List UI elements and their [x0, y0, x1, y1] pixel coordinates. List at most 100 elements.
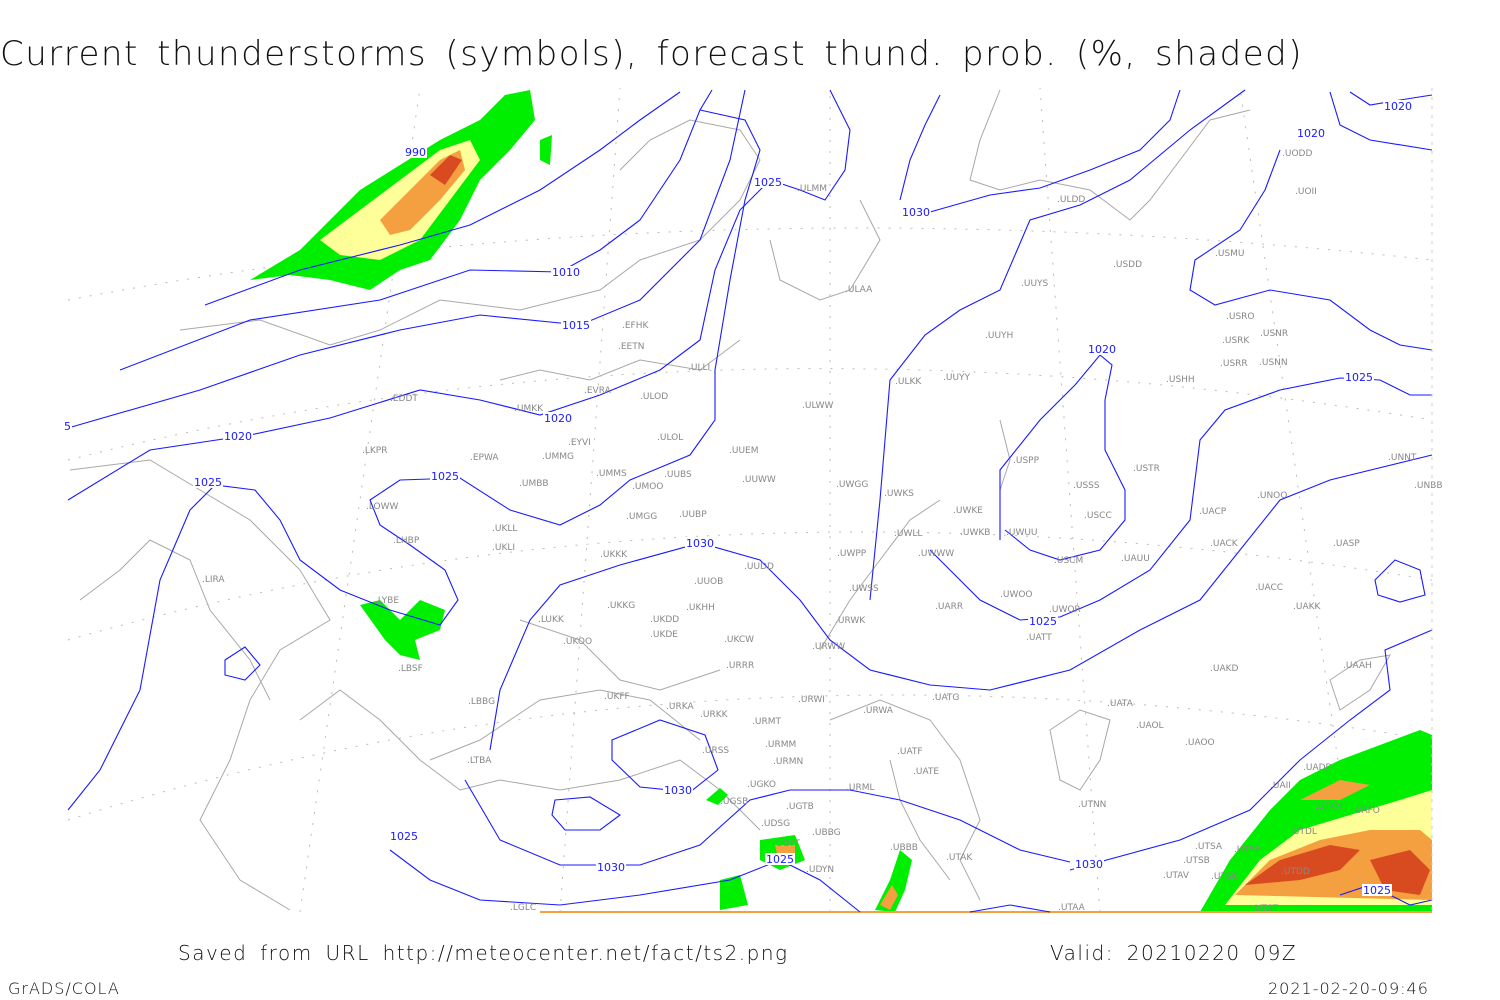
station-label: .EYVI: [568, 438, 591, 448]
station-label: .UGTT: [773, 839, 800, 849]
station-label: .UBBG: [812, 828, 841, 838]
station-label: .UASP: [1333, 539, 1360, 549]
station-label: .UKKK: [600, 550, 628, 560]
isobar-label: 1025: [1363, 884, 1391, 897]
station-label: .USMU: [1215, 249, 1245, 259]
station-label: .EVRA: [584, 386, 612, 396]
station-label: .UAII: [1270, 781, 1291, 791]
station-label: .USRR: [1220, 359, 1248, 369]
station-label: .LBSF: [398, 664, 423, 674]
map-title: Current thunderstorms (symbols), forecas…: [0, 34, 1303, 74]
station-label: .UUBP: [679, 510, 707, 520]
station-label: .UMMG: [542, 452, 574, 462]
station-label: .UWKS: [884, 489, 914, 499]
station-label: .UACK: [1210, 539, 1239, 549]
station-label: .UACP: [1199, 507, 1227, 517]
station-label: .URKA: [666, 702, 694, 712]
station-label: .LYBE: [375, 596, 399, 606]
station-label: .URWI: [798, 695, 825, 705]
isobar-label-bg: [543, 412, 573, 424]
station-label: .URWA: [863, 706, 894, 716]
isobar-label: 1020: [1088, 343, 1116, 356]
station-label: .UWSS: [849, 584, 879, 594]
station-label: .UNNT: [1388, 453, 1417, 463]
isobar-label-bg: [1362, 884, 1392, 896]
station-label: .LOWW: [366, 502, 399, 512]
station-label: .UNOO: [1257, 491, 1287, 501]
station-label: .ULKK: [895, 377, 922, 387]
station-label: .UGKO: [747, 780, 776, 790]
isobar-label: 1030: [597, 861, 625, 874]
isobar-label: 1025: [390, 830, 418, 843]
station-label: .LBBG: [468, 697, 495, 707]
station-label: .UTST: [1252, 904, 1279, 914]
station-label: .USNR: [1260, 329, 1288, 339]
station-label: .UAKK: [1293, 602, 1322, 612]
station-label: .USNN: [1259, 358, 1288, 368]
station-label: .UNBB: [1414, 481, 1443, 491]
isobar-label-bg: [561, 319, 591, 331]
station-label: .UTSS: [1234, 845, 1261, 855]
station-label: .URWK: [835, 616, 866, 626]
station-label: .UAUU: [1121, 554, 1150, 564]
station-label: .UTSB: [1183, 856, 1210, 866]
station-label: .UMOO: [632, 482, 663, 492]
station-label: .UMGG: [626, 512, 657, 522]
isobar-label: 1025: [1029, 615, 1057, 628]
station-label: .UTDL: [1290, 827, 1317, 837]
generation-timestamp: 2021-02-20-09:46: [1268, 979, 1429, 998]
station-label: .UGTB: [786, 802, 814, 812]
station-label: .UKOO: [563, 637, 592, 647]
station-label: .URML: [846, 783, 874, 793]
isobar-label-bg: [663, 784, 693, 796]
station-label: .UTAV: [1163, 871, 1190, 881]
station-label: .UUYY: [943, 373, 971, 383]
station-label: .UKFF: [604, 692, 630, 702]
coastlines: [69, 89, 1391, 911]
station-label: .URRR: [726, 661, 754, 671]
isobar-label: 1025: [194, 476, 222, 489]
station-label: .UWUU: [1006, 528, 1038, 538]
station-label: .ULLI: [688, 363, 710, 373]
isobar-label: 990: [405, 146, 426, 159]
station-label: .ULOL: [657, 433, 683, 443]
isobar-label-bg: [765, 853, 795, 865]
station-label: .UWGG: [836, 480, 868, 490]
isobar-label-bg: [389, 830, 419, 842]
station-label: .ULWW: [802, 401, 834, 411]
isobar-label: 1020: [1297, 127, 1325, 140]
isobar-label-bg: [1344, 371, 1374, 383]
isobar-label-bg: [1296, 127, 1326, 139]
station-label: .UKHH: [686, 603, 715, 613]
station-label: .URWW: [812, 642, 845, 652]
isobar-label-bg: [685, 537, 715, 549]
station-label: .UADD: [1303, 763, 1333, 773]
station-label: .UTDD: [1281, 867, 1310, 877]
station-label: .UMBB: [519, 479, 549, 489]
station-label: .USHH: [1166, 375, 1195, 385]
isobar-label-bg: [223, 430, 253, 442]
station-label: .USTR: [1133, 464, 1160, 474]
isobar-label-bg: [901, 206, 931, 218]
isobar-label: 1020: [544, 412, 572, 425]
isobar-label-bg: [404, 146, 427, 158]
station-label: .ULAA: [845, 285, 873, 295]
station-label: .UKKG: [607, 601, 635, 611]
station-label: .URKK: [700, 710, 729, 720]
software-credit: GrADS/COLA: [8, 979, 120, 998]
isobar-label-bg: [193, 476, 223, 488]
station-label: .EETN: [618, 342, 644, 352]
isobar-label-bg: [430, 470, 460, 482]
station-label: .UAKD: [1210, 664, 1239, 674]
station-label: .UATE: [913, 767, 939, 777]
station-label: .UWOR: [1049, 605, 1081, 615]
isobar-label: 1020: [1384, 100, 1412, 113]
station-label: .UATF: [897, 747, 923, 757]
station-label: .USPP: [1013, 456, 1040, 466]
station-label: .UATA: [1107, 699, 1134, 709]
station-label: .UTKN: [1315, 802, 1343, 812]
station-label: .UUEM: [729, 446, 759, 456]
station-label: .USCM: [1054, 556, 1083, 566]
station-label: .LHBP: [393, 536, 420, 546]
